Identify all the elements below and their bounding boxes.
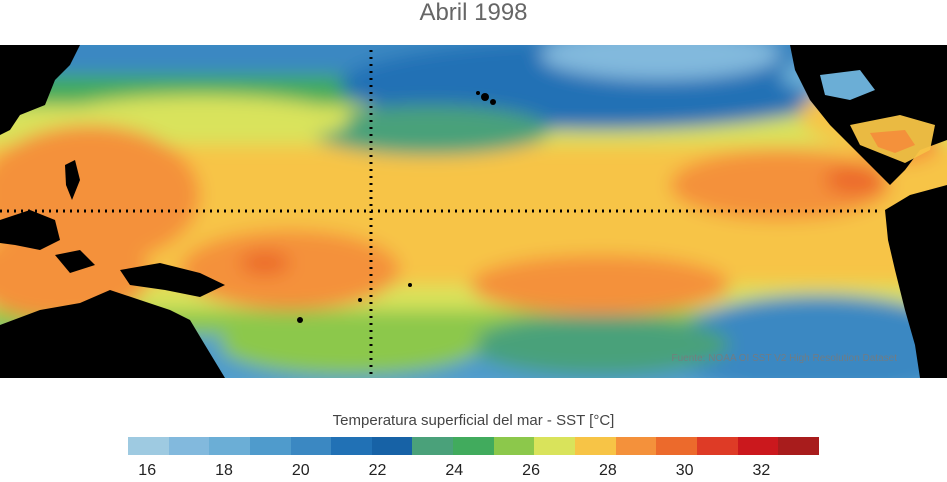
- sst-hotspot-west: [240, 251, 290, 275]
- colorbar-swatch: [290, 437, 332, 455]
- land-asia: [0, 45, 80, 135]
- land-fiji: [297, 317, 303, 323]
- land-island-a: [358, 298, 362, 302]
- land-borneo: [0, 210, 60, 250]
- colorbar: [128, 437, 819, 455]
- map-title: Abril 1998: [419, 0, 528, 26]
- sst-north-transition: [310, 105, 550, 155]
- sst-north-pacific-coldest: [540, 45, 780, 80]
- land-philippines: [65, 160, 80, 200]
- source-credit: Fuente: NOAA OI SST V2 High Resolution D…: [671, 353, 897, 364]
- legend-title: Temperatura superficial del mar - SST [°…: [332, 412, 615, 429]
- sst-southwest-mid: [220, 315, 480, 375]
- caribbean-sea: [820, 70, 935, 163]
- colorbar-swatch: [128, 437, 169, 455]
- sst-warm-pool-central: [180, 230, 400, 310]
- colorbar-swatch: [778, 437, 819, 455]
- colorbar-tick-label: 18: [215, 462, 233, 479]
- sst-east-equatorial-warm: [470, 255, 730, 315]
- sst-east-north-warm: [670, 150, 890, 220]
- sst-field: [0, 45, 947, 378]
- colorbar-tick-label: 22: [368, 462, 387, 479]
- colorbar-tick-label: 30: [675, 462, 694, 479]
- gulf-water: [820, 70, 875, 100]
- colorbar-swatch: [249, 437, 291, 455]
- colorbar-tick-label: 16: [138, 462, 157, 479]
- caribbean-warm-water: [870, 130, 915, 153]
- colorbar-swatch: [534, 437, 576, 455]
- colorbar-swatch: [493, 437, 535, 455]
- colorbar-swatch: [615, 437, 657, 455]
- land-new-guinea: [120, 263, 225, 297]
- colorbar-tick-label: 32: [752, 462, 771, 479]
- land-hawaii-2: [490, 99, 496, 105]
- colorbar-tick-label: 24: [445, 462, 464, 479]
- colorbar-swatch: [168, 437, 210, 455]
- land-sulawesi: [55, 250, 95, 273]
- colorbar-swatch: [656, 437, 697, 455]
- sst-map-svg: [0, 45, 947, 378]
- colorbar-swatch: [737, 437, 779, 455]
- land-hawaii-3: [476, 91, 480, 95]
- land-island-b: [408, 283, 412, 287]
- colorbar-swatch: [209, 437, 250, 455]
- colorbar-swatch: [371, 437, 413, 455]
- sst-south-central-mid: [470, 315, 730, 375]
- sst-hotspot-east: [825, 165, 885, 195]
- land-hawaii-1: [481, 93, 489, 101]
- colorbar-swatch: [696, 437, 738, 455]
- colorbar-swatch: [331, 437, 372, 455]
- colorbar-tick-label: 20: [291, 462, 310, 479]
- colorbar-swatch: [412, 437, 454, 455]
- colorbar-ticks: 16 18 20 22 24 26 28 30 32: [0, 462, 947, 482]
- colorbar-tick-label: 26: [522, 462, 540, 479]
- land-australia: [0, 290, 225, 378]
- land-south-america: [885, 185, 947, 378]
- sst-southeast-cold: [670, 295, 947, 378]
- sst-map: Fuente: NOAA OI SST V2 High Resolution D…: [0, 45, 947, 378]
- colorbar-swatch: [453, 437, 494, 455]
- colorbar-tick-label: 28: [598, 462, 617, 479]
- colorbar-swatch: [575, 437, 616, 455]
